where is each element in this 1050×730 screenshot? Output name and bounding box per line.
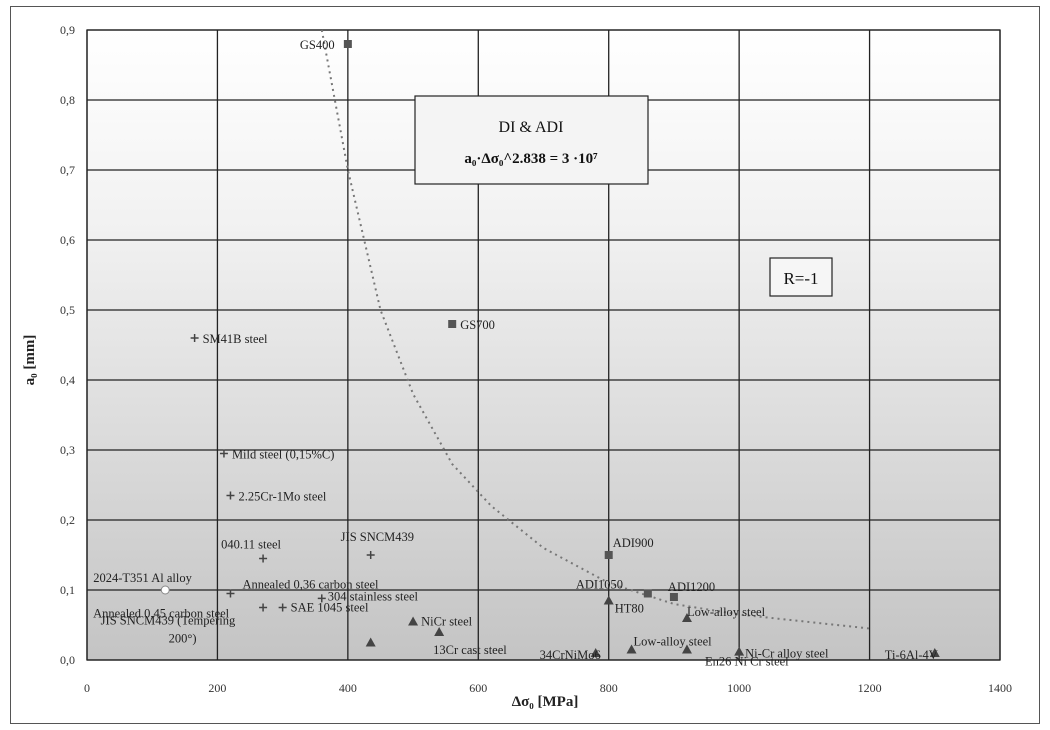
point-label: Ti-6Al-4V <box>885 648 938 662</box>
point-label: Low-alloy steel <box>634 635 713 649</box>
curve-label-line2: a₀·Δσ₀^2.838 = 3 ·10⁷ <box>464 151 598 167</box>
point-marker-plus <box>226 589 235 598</box>
x-tick-label: 800 <box>600 681 618 695</box>
point-marker-plus <box>190 334 199 342</box>
point-label: NiCr steel <box>421 615 473 629</box>
point-label: 13Cr cast steel <box>433 643 507 657</box>
y-tick-label: 0,1 <box>60 583 75 597</box>
y-tick-label: 0,8 <box>60 93 75 107</box>
point-marker-triangle <box>408 616 419 626</box>
ratio-annotation-box: R=-1 <box>769 257 833 297</box>
point-label: Mild steel (0,15%C) <box>232 448 334 462</box>
tick-labels: 0,0 0,1 0,2 0,3 0,4 0,5 0,6 0,7 0,8 0,9 0 200 400 600… <box>60 23 1012 695</box>
point-marker-plus <box>366 551 375 559</box>
point-marker-triangle <box>681 644 692 654</box>
y-tick-label: 0,7 <box>60 163 75 177</box>
gridlines <box>86 29 1001 661</box>
point-label: 34CrNiMo6 <box>540 648 601 662</box>
x-tick-label: 200 <box>208 681 226 695</box>
x-tick-label: 0 <box>84 681 90 695</box>
point-label: JIS SNCM439 <box>341 530 414 544</box>
x-axis-title: Δσ₀ [MPa] <box>512 694 579 710</box>
x-tick-label: 400 <box>339 681 357 695</box>
ratio-annotation: R=-1 <box>783 269 818 288</box>
x-tick-label: 1400 <box>988 681 1012 695</box>
y-tick-label: 0,9 <box>60 23 75 37</box>
point-label: 2024-T351 Al alloy <box>93 571 192 585</box>
x-tick-label: 1000 <box>727 681 751 695</box>
point-label: GS700 <box>460 318 495 332</box>
y-tick-label: 0,0 <box>60 653 75 667</box>
point-label: En26 Ni Cr steel <box>705 655 789 669</box>
point-marker-plus <box>317 594 326 603</box>
point-label: GS400 <box>300 38 335 52</box>
point-label: Annealed 0,36 carbon steel <box>242 578 379 592</box>
x-tick-label: 1200 <box>858 681 882 695</box>
point-marker-triangle <box>590 648 601 657</box>
point-label: HT80 <box>615 602 644 616</box>
x-tick-label: 600 <box>469 681 487 695</box>
point-marker-triangle <box>603 595 614 605</box>
point-marker-square <box>604 551 613 559</box>
point-marker-triangle <box>929 648 940 657</box>
y-tick-label: 0,5 <box>60 303 75 317</box>
point-marker-square <box>343 40 352 48</box>
plot-border <box>86 29 1001 661</box>
point-label: SM41B steel <box>203 332 268 346</box>
point-label: SAE 1045 steel <box>291 601 369 615</box>
point-marker-triangle <box>734 646 745 656</box>
point-label: Ni-Cr alloy steel <box>745 647 829 661</box>
point-marker-triangle <box>434 627 445 636</box>
point-label: 2.25Cr-1Mo steel <box>238 490 326 504</box>
curve-label-box: DI & ADI a₀·Δσ₀^2.838 = 3 ·10⁷ <box>414 95 649 185</box>
point-marker-square <box>643 589 652 598</box>
point-label: ADI1200 <box>668 580 715 594</box>
y-axis-title: a₀ [mm] <box>22 335 38 386</box>
point-label: ADI900 <box>613 536 654 550</box>
y-tick-label: 0,6 <box>60 233 75 247</box>
point-marker-triangle <box>626 644 637 654</box>
point-marker-plus <box>226 491 235 500</box>
point-marker-plus <box>259 554 268 563</box>
point-marker-plus <box>278 603 287 612</box>
point-label: ADI1050 <box>576 578 623 592</box>
y-tick-label: 0,3 <box>60 443 75 457</box>
point-label: Annealed 0,45 carbon steel <box>93 607 230 621</box>
fit-curve <box>320 29 870 630</box>
point-marker-plus <box>259 603 268 612</box>
point-label: JIS SNCM439 (Tempering 200°) <box>101 614 236 646</box>
point-label: 040.11 steel <box>221 538 281 552</box>
point-label: Low-alloy steel <box>687 605 766 619</box>
point-marker-plus <box>219 449 228 458</box>
point-marker-triangle <box>681 613 692 622</box>
y-tick-label: 0,4 <box>60 373 75 387</box>
data-points: GS400 GS700 SM41B steel Mild steel (0,15%C)… <box>93 38 940 669</box>
point-marker-square <box>448 320 457 328</box>
point-marker-circle <box>160 585 170 595</box>
curve-label-line1: DI & ADI <box>499 119 564 136</box>
point-marker-triangle <box>365 637 376 647</box>
y-tick-label: 0,2 <box>60 513 75 527</box>
point-marker-square <box>669 593 678 601</box>
point-label: 304 stainless steel <box>328 589 419 603</box>
